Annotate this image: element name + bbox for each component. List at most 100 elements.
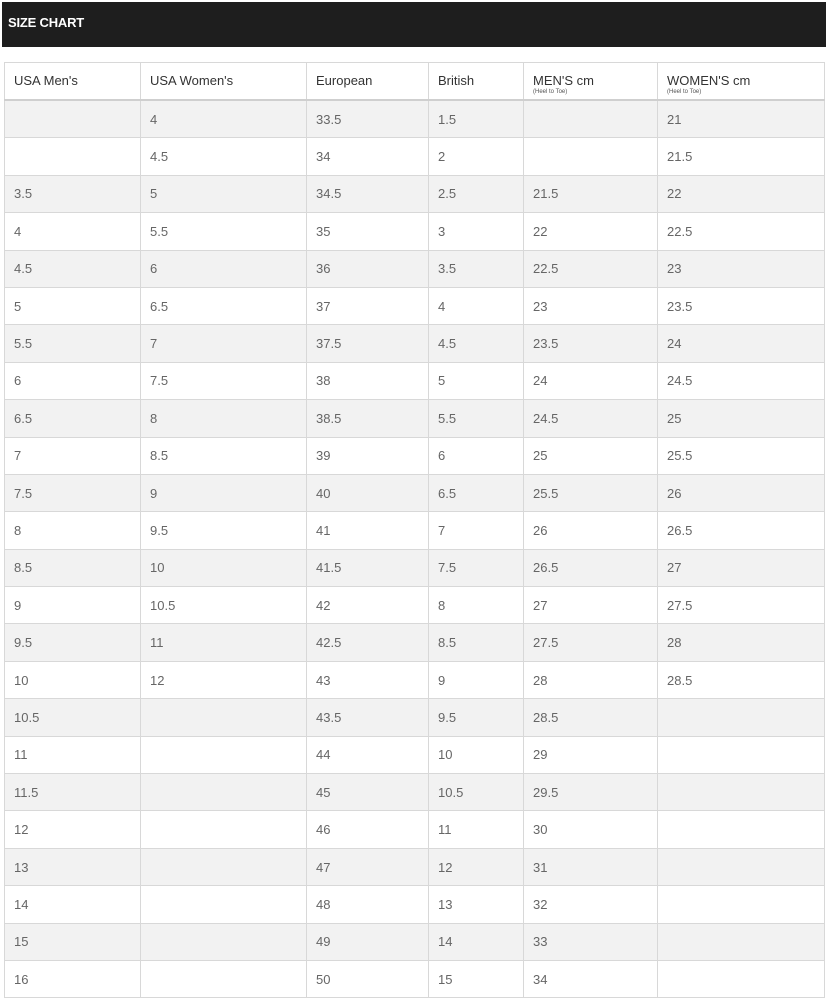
table-row: 7 8.5 39 6 25 25.5	[4, 436, 825, 475]
table-cell: 5	[140, 174, 307, 214]
table-cell: 26	[523, 511, 658, 550]
column-header-label: European	[316, 73, 373, 88]
table-cell: 15	[428, 959, 524, 999]
table-cell: 11.5	[4, 773, 141, 812]
table-cell: 12	[4, 810, 141, 849]
table-cell: 45	[306, 773, 429, 812]
table-cell: 10.5	[428, 773, 524, 812]
table-cell: 25.5	[657, 436, 825, 475]
table-cell: 3	[428, 212, 524, 251]
table-cell: 27.5	[523, 623, 658, 662]
table-cell: 16	[4, 959, 141, 999]
column-header-label: MEN'S cm	[533, 73, 594, 88]
table-cell	[140, 885, 307, 924]
table-cell: 9	[428, 660, 524, 700]
table-row: 9 10.5 42 8 27 27.5	[4, 586, 825, 625]
table-cell: 22	[523, 212, 658, 251]
table-cell: 3.5	[428, 249, 524, 288]
column-header-note: (Heel to Toe)	[533, 89, 568, 95]
table-cell: 26.5	[657, 511, 825, 550]
table-cell	[140, 698, 307, 737]
table-row: 11 44 10 29	[4, 735, 825, 775]
table-cell: 2.5	[428, 174, 524, 214]
table-cell	[657, 959, 825, 999]
table-cell: 4.5	[428, 324, 524, 363]
table-row: 10.5 43.5 9.5 28.5	[4, 698, 825, 737]
table-cell	[657, 773, 825, 812]
table-cell: 6	[4, 361, 141, 401]
table-cell: 9	[4, 586, 141, 625]
table-cell: 34	[523, 959, 658, 999]
table-cell: 4	[428, 286, 524, 326]
table-cell: 4	[140, 99, 307, 139]
table-cell	[657, 735, 825, 775]
column-header-label: WOMEN'S cm	[667, 73, 751, 88]
table-cell: 8.5	[140, 436, 307, 475]
table-cell: 7.5	[428, 548, 524, 588]
table-cell: 46	[306, 810, 429, 849]
table-cell: 12	[428, 847, 524, 887]
table-cell: 24.5	[523, 399, 658, 438]
column-header: European	[306, 62, 429, 101]
table-cell: 21.5	[523, 174, 658, 214]
table-cell: 7	[140, 324, 307, 363]
table-cell: 7.5	[140, 361, 307, 401]
table-cell: 15	[4, 922, 141, 961]
table-body: 4 33.5 1.5 21 4.5 34 2 21.5 3.5 5 34.5 2.5 21.5 22 4 5.…	[4, 99, 825, 999]
column-header: USA Men's	[4, 62, 141, 101]
table-row: 13 47 12 31	[4, 847, 825, 887]
table-cell: 5	[428, 361, 524, 401]
size-chart-header-bar: SIZE CHART	[2, 2, 826, 47]
table-row: 12 46 11 30	[4, 810, 825, 849]
size-chart-table: USA Men's USA Women's European British MEN'S…	[4, 62, 825, 999]
table-row: 3.5 5 34.5 2.5 21.5 22	[4, 174, 825, 214]
table-cell: 31	[523, 847, 658, 887]
table-cell	[657, 922, 825, 961]
table-cell: 49	[306, 922, 429, 961]
table-cell: 29	[523, 735, 658, 775]
table-cell: 34	[306, 137, 429, 176]
column-header-label: British	[438, 73, 475, 88]
table-cell: 41	[306, 511, 429, 550]
table-cell: 5.5	[4, 324, 141, 363]
table-header-row: USA Men's USA Women's European British MEN'S…	[4, 62, 825, 101]
table-row: 15 49 14 33	[4, 922, 825, 961]
table-cell: 10.5	[140, 586, 307, 625]
table-row: 14 48 13 32	[4, 885, 825, 924]
table-cell: 10.5	[4, 698, 141, 737]
table-cell: 37.5	[306, 324, 429, 363]
table-cell	[657, 885, 825, 924]
table-cell: 44	[306, 735, 429, 775]
table-cell: 5.5	[140, 212, 307, 251]
table-cell	[140, 735, 307, 775]
table-cell	[657, 847, 825, 887]
table-cell: 40	[306, 473, 429, 513]
column-header-label: USA Women's	[150, 73, 234, 88]
table-cell: 5.5	[428, 399, 524, 438]
table-cell: 4.5	[140, 137, 307, 176]
table-cell: 42	[306, 586, 429, 625]
table-cell	[657, 698, 825, 737]
table-cell: 24.5	[657, 361, 825, 401]
table-cell: 38	[306, 361, 429, 401]
table-cell: 33	[523, 922, 658, 961]
table-cell: 8	[428, 586, 524, 625]
table-row: 4 33.5 1.5 21	[4, 99, 825, 139]
table-cell: 9.5	[428, 698, 524, 737]
table-cell: 25	[523, 436, 658, 475]
table-cell	[4, 137, 141, 176]
table-row: 8.5 10 41.5 7.5 26.5 27	[4, 548, 825, 588]
table-cell: 29.5	[523, 773, 658, 812]
column-header: MEN'S cm (Heel to Toe)	[523, 62, 658, 101]
table-cell: 13	[4, 847, 141, 887]
table-cell: 6	[140, 249, 307, 288]
table-cell: 9	[140, 473, 307, 513]
table-cell	[140, 773, 307, 812]
column-header-note: (Heel to Toe)	[667, 89, 702, 95]
table-cell: 9.5	[140, 511, 307, 550]
table-cell: 23.5	[523, 324, 658, 363]
table-row: 4.5 6 36 3.5 22.5 23	[4, 249, 825, 288]
table-cell: 6.5	[4, 399, 141, 438]
table-cell: 23	[657, 249, 825, 288]
table-cell: 28	[523, 660, 658, 700]
